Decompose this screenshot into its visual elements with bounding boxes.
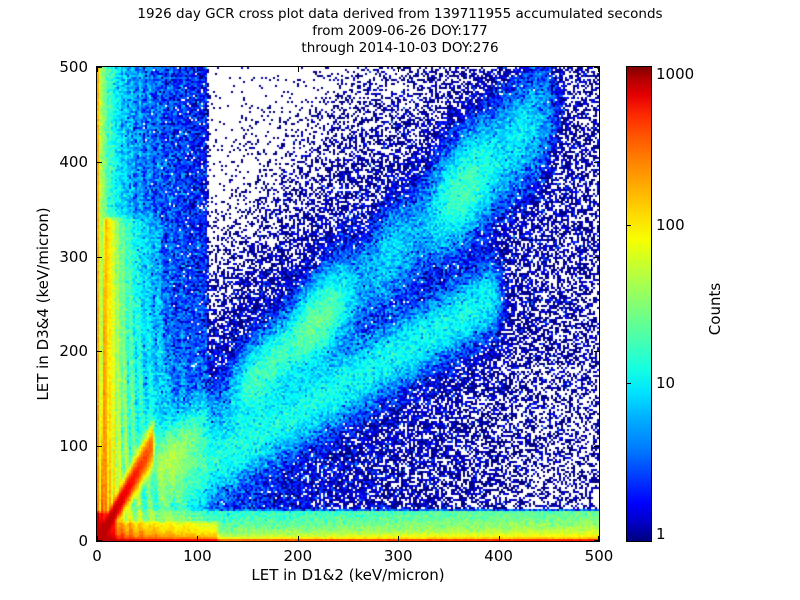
y-tick-2: [97, 351, 102, 352]
x-tick-0: [97, 536, 98, 541]
x-tick-top-2: [298, 67, 299, 72]
y-tick-5: [97, 67, 102, 68]
title-line-2: from 2009-06-26 DOY:177: [312, 23, 488, 39]
title-line-1: 1926 day GCR cross plot data derived fro…: [137, 6, 663, 22]
x-tick-label-5: 500: [584, 547, 614, 565]
plot-axes: [96, 66, 600, 542]
x-tick-label-2: 200: [283, 547, 313, 565]
colorbar: 1 10 100 1000: [626, 65, 694, 543]
x-tick-top-1: [197, 67, 198, 72]
chart-title: 1926 day GCR cross plot data derived fro…: [0, 6, 800, 57]
y-tick-right-4: [594, 162, 599, 163]
x-tick-4: [499, 536, 500, 541]
colorbar-gradient: [626, 66, 652, 542]
x-tick-label-4: 400: [484, 547, 513, 565]
x-tick-top-3: [398, 67, 399, 72]
colorbar-tick-label-1: 10: [656, 374, 676, 393]
y-tick-0: [97, 540, 102, 541]
x-tick-label-0: 0: [92, 547, 102, 565]
x-tick-top-4: [499, 67, 500, 72]
x-tick-label-3: 300: [383, 547, 413, 565]
y-axis-label: LET in D3&4 (keV/micron): [34, 207, 52, 401]
y-tick-right-3: [594, 257, 599, 258]
x-tick-5: [598, 536, 599, 541]
y-tick-3: [97, 257, 102, 258]
y-tick-4: [97, 162, 102, 163]
x-tick-label-1: 100: [183, 547, 212, 565]
colorbar-tick-1: [626, 383, 631, 384]
x-tick-top-0: [97, 67, 98, 72]
title-line-3: through 2014-10-03 DOY:276: [301, 40, 499, 56]
colorbar-tick-2: [626, 225, 631, 226]
x-tick-3: [398, 536, 399, 541]
y-tick-label-3: 300: [59, 247, 88, 266]
colorbar-tick-label-0: 1: [656, 525, 666, 543]
x-tick-top-5: [598, 67, 599, 72]
x-tick-1: [197, 536, 198, 541]
y-tick-label-4: 400: [59, 152, 88, 171]
y-tick-label-0: 0: [78, 532, 88, 550]
x-axis-label: LET in D1&2 (keV/micron): [251, 566, 445, 584]
x-tick-2: [298, 536, 299, 541]
y-tick-label-5: 500: [59, 58, 88, 76]
y-tick-1: [97, 446, 102, 447]
y-tick-label-2: 200: [59, 342, 88, 361]
density-heatmap: [97, 67, 599, 541]
y-tick-label-1: 100: [59, 437, 88, 456]
y-tick-right-1: [594, 446, 599, 447]
y-tick-right-0: [594, 540, 599, 541]
colorbar-tick-label-2: 100: [656, 215, 685, 234]
y-tick-right-5: [594, 67, 599, 68]
colorbar-tick-label-3: 1000: [656, 65, 695, 83]
colorbar-label: Counts: [706, 282, 724, 336]
y-tick-right-2: [594, 351, 599, 352]
